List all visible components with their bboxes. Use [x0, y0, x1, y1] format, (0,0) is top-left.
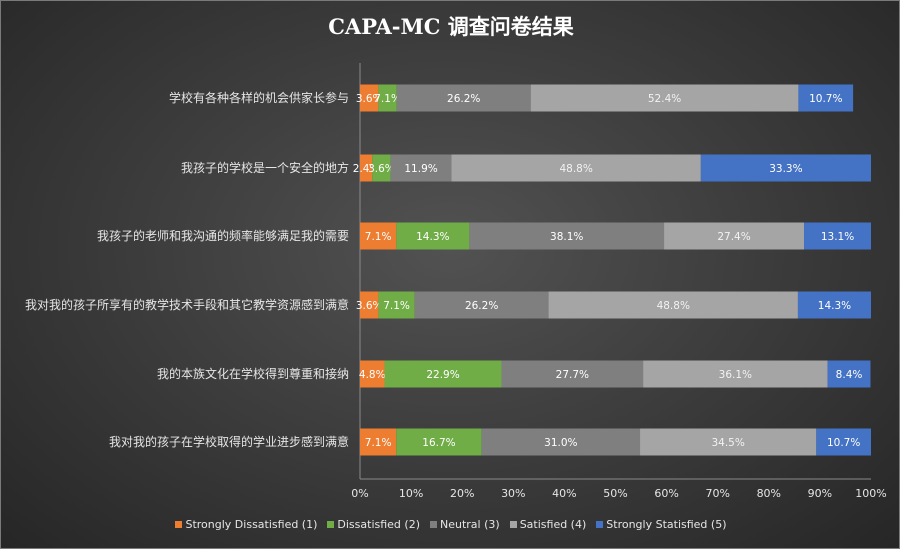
- data-label: 3.6%: [368, 163, 395, 175]
- bar-segment: [396, 428, 482, 456]
- bar-segment: [804, 222, 871, 250]
- x-tick-label: 100%: [855, 487, 886, 500]
- x-tick-label: 60%: [654, 487, 678, 500]
- bar-segment: [360, 84, 379, 112]
- bar-segment: [384, 360, 502, 388]
- x-tick-label: 10%: [399, 487, 423, 500]
- x-tick-label: 30%: [501, 487, 525, 500]
- data-label: 3.6%: [356, 300, 383, 312]
- data-label: 7.1%: [365, 231, 392, 243]
- bar-segment: [378, 84, 397, 112]
- x-tick-label: 40%: [552, 487, 576, 500]
- data-label: 48.8%: [657, 300, 690, 312]
- legend-label: Dissatisfied (2): [337, 518, 420, 531]
- bar-segment: [378, 291, 415, 319]
- data-label: 16.7%: [422, 437, 455, 449]
- data-label: 27.7%: [556, 369, 589, 381]
- legend-label: Satisfied (4): [519, 518, 587, 531]
- x-tick-label: 0%: [351, 487, 368, 500]
- category-label: 我对我的孩子所享有的教学技术手段和其它教学资源感到满意: [25, 297, 349, 312]
- bar-segment: [360, 291, 379, 319]
- data-label: 26.2%: [465, 300, 498, 312]
- legend-entry: Dissatisfied (2): [327, 518, 420, 531]
- bar-segment: [451, 154, 701, 182]
- legend-swatch: [175, 521, 183, 528]
- data-label: 31.0%: [544, 437, 577, 449]
- bar-segment: [797, 291, 871, 319]
- legend-entry: Neutral (3): [430, 518, 500, 531]
- legend-entry: Strongly Dissatisfied (1): [175, 518, 317, 531]
- bar-segment: [414, 291, 549, 319]
- data-label: 36.1%: [719, 369, 752, 381]
- legend-swatch: [596, 521, 604, 528]
- bar-segment: [664, 222, 805, 250]
- data-label: 14.3%: [416, 231, 449, 243]
- legend-label: Neutral (3): [440, 518, 500, 531]
- bar-segment: [396, 222, 470, 250]
- data-label: 48.8%: [559, 163, 592, 175]
- bar-segment: [816, 428, 871, 456]
- bar-segment: [827, 360, 871, 388]
- bar-segment: [372, 154, 391, 182]
- data-label: 7.1%: [383, 300, 410, 312]
- data-label: 13.1%: [821, 231, 854, 243]
- data-label: 3.6%: [356, 93, 383, 105]
- data-label: 10.7%: [809, 93, 842, 105]
- data-label: 26.2%: [447, 93, 480, 105]
- x-tick-label: 80%: [757, 487, 781, 500]
- legend-entry: Satisfied (4): [509, 518, 587, 531]
- bar-segment: [640, 428, 817, 456]
- x-tick-label: 70%: [705, 487, 729, 500]
- category-label: 我孩子的老师和我沟通的频率能够满足我的需要: [97, 228, 349, 243]
- legend-swatch: [327, 521, 335, 528]
- category-label: 学校有各种各样的机会供家长参与: [169, 90, 349, 105]
- bar-segment: [396, 84, 531, 112]
- x-tick-label: 50%: [603, 487, 627, 500]
- bar-segment: [360, 222, 397, 250]
- data-label: 14.3%: [818, 300, 851, 312]
- data-label: 22.9%: [426, 369, 459, 381]
- bar-segment: [530, 84, 799, 112]
- legend-swatch: [430, 521, 437, 528]
- category-label: 我孩子的学校是一个安全的地方: [181, 160, 349, 175]
- data-label: 33.3%: [769, 163, 802, 175]
- category-label: 我的本族文化在学校得到尊重和接纳: [157, 366, 349, 381]
- bar-segment: [360, 154, 373, 182]
- category-label: 我对我的孩子在学校取得的学业进步感到满意: [109, 434, 349, 449]
- chart-title: CAPA-MC 调查问卷结果: [328, 14, 574, 39]
- bar-segment: [548, 291, 798, 319]
- data-label: 52.4%: [648, 93, 681, 105]
- data-label: 7.1%: [365, 437, 392, 449]
- bar-segment: [469, 222, 665, 250]
- legend-swatch: [509, 521, 517, 528]
- legend-entry: Strongly Statisfied (5): [596, 518, 727, 531]
- bar-segment: [798, 84, 854, 112]
- data-label: 10.7%: [827, 437, 860, 449]
- legend-label: Strongly Statisfied (5): [606, 518, 727, 531]
- data-label: 11.9%: [404, 163, 437, 175]
- bar-segment: [501, 360, 644, 388]
- bar-segment: [481, 428, 641, 456]
- data-label: 8.4%: [836, 369, 863, 381]
- bar-segment: [360, 428, 397, 456]
- chart-legend: Strongly Dissatisfied (1) Dissatisfied (2…: [1, 518, 899, 531]
- data-label: 27.4%: [717, 231, 750, 243]
- bar-segment: [643, 360, 828, 388]
- data-label: 7.1%: [374, 93, 401, 105]
- data-label: 38.1%: [550, 231, 583, 243]
- bar-segment: [360, 360, 385, 388]
- data-label: 34.5%: [711, 437, 744, 449]
- x-tick-label: 20%: [450, 487, 474, 500]
- bar-segment: [390, 154, 452, 182]
- data-label: 4.8%: [359, 369, 386, 381]
- bar-segment: [700, 154, 871, 182]
- x-tick-label: 90%: [808, 487, 832, 500]
- legend-label: Strongly Dissatisfied (1): [185, 518, 318, 531]
